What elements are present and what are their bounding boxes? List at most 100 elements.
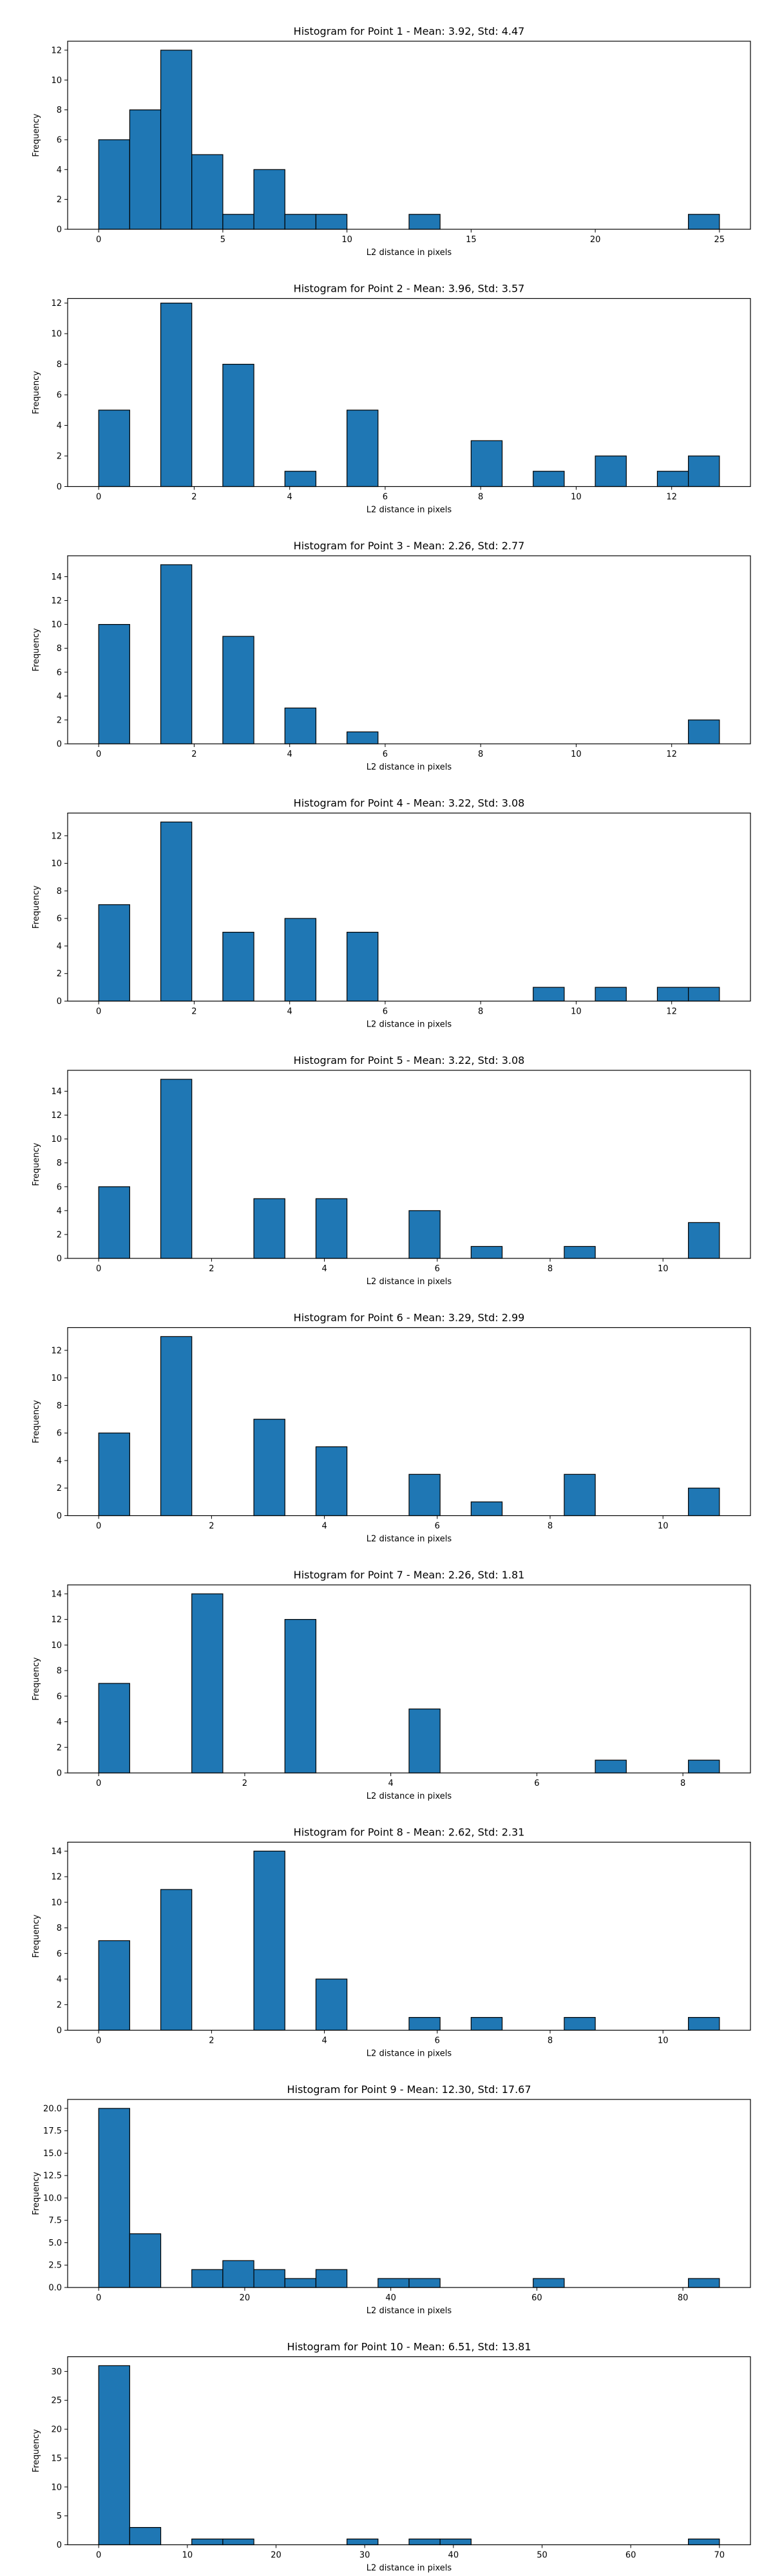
x-tick-label: 4 <box>321 1264 327 1274</box>
x-tick-label: 0 <box>96 1779 101 1788</box>
histogram-bar <box>688 455 720 488</box>
bars <box>98 1593 720 1774</box>
y-tick-label: 8 <box>57 1924 62 1933</box>
y-tick-label: 30 <box>51 2367 62 2377</box>
y-tick-label: 2 <box>57 1743 62 1753</box>
y-tick-label: 2 <box>57 2000 62 2010</box>
x-tick-label: 4 <box>321 2036 327 2046</box>
histogram-bar <box>688 1488 720 1517</box>
y-tick-label: 4 <box>57 166 62 175</box>
x-tick-label: 10 <box>571 493 582 502</box>
histogram-bar <box>408 1473 441 1517</box>
x-tick-label: 2 <box>191 1007 196 1017</box>
x-tick-label: 0 <box>96 235 101 245</box>
y-axis-label: Frequency <box>32 1915 41 1958</box>
x-tick-label: 2 <box>242 1779 247 1788</box>
x-tick-label: 0 <box>96 2293 101 2303</box>
y-tick-label: 6 <box>57 914 62 924</box>
histogram-bar <box>347 2538 379 2546</box>
histogram-bar <box>284 918 317 1002</box>
histogram-bar <box>222 636 254 744</box>
histogram-bar <box>222 2260 254 2288</box>
histogram-bar <box>284 2278 317 2288</box>
histogram-bar <box>564 1245 596 1259</box>
y-axis-label: Frequency <box>32 1657 41 1700</box>
y-tick-label: 8 <box>57 1667 62 1676</box>
histogram-bar <box>688 719 720 744</box>
histogram-bar <box>688 2538 720 2546</box>
histogram-bar <box>595 455 627 488</box>
histogram-bar <box>688 987 720 1002</box>
x-tick-label: 8 <box>478 493 483 502</box>
histogram-bar <box>160 821 193 1002</box>
histogram-bar <box>253 1850 285 2031</box>
x-tick-label: 2 <box>209 1264 214 1274</box>
y-tick-label: 8 <box>57 644 62 654</box>
x-tick-label: 12 <box>666 493 677 502</box>
bars <box>98 1850 720 2031</box>
histogram-bar <box>595 1759 627 1774</box>
y-tick-label: 12 <box>51 1615 62 1625</box>
x-tick-label: 0 <box>96 750 101 759</box>
y-tick-label: 14 <box>51 1847 62 1857</box>
y-tick-label: 8 <box>57 887 62 896</box>
plot-frame <box>67 1841 751 2031</box>
x-axis-label: L2 distance in pixels <box>367 2049 452 2059</box>
y-tick-label: 4 <box>57 1206 62 1216</box>
y-tick-label: 8 <box>57 1159 62 1168</box>
histogram-bar <box>98 2108 130 2288</box>
chart-title: Histogram for Point 6 - Mean: 3.29, Std:… <box>294 1312 525 1324</box>
x-tick-label: 20 <box>271 2551 282 2561</box>
x-tick-label: 2 <box>209 2036 214 2046</box>
y-tick-label: 10 <box>51 1135 62 1144</box>
y-axis-label: Frequency <box>32 371 41 414</box>
x-tick-label: 8 <box>548 1264 553 1274</box>
x-tick-label: 6 <box>534 1779 539 1788</box>
histogram-bar <box>98 410 130 488</box>
chart-title: Histogram for Point 2 - Mean: 3.96, Std:… <box>294 283 525 295</box>
y-axis-label: Frequency <box>32 886 41 929</box>
x-tick-label: 8 <box>548 1522 553 1531</box>
histogram-bar <box>347 410 379 488</box>
y-tick-label: 6 <box>57 668 62 677</box>
y-tick-label: 12 <box>51 1873 62 1882</box>
bars <box>98 564 720 744</box>
histogram-bar <box>129 2526 162 2546</box>
chart-title: Histogram for Point 5 - Mean: 3.22, Std:… <box>294 1054 525 1066</box>
x-tick-label: 25 <box>714 235 725 245</box>
histogram-bar <box>253 169 285 230</box>
x-axis-label: L2 distance in pixels <box>367 1792 452 1801</box>
bars <box>98 2108 720 2288</box>
histogram-bar <box>688 1222 720 1259</box>
x-tick-label: 0 <box>96 1522 101 1531</box>
x-tick-label: 0 <box>96 1007 101 1017</box>
histogram-bar <box>656 987 689 1002</box>
y-axis-label: Frequency <box>32 628 41 671</box>
plot-frame <box>67 812 751 1002</box>
y-tick-label: 15.0 <box>43 2149 62 2159</box>
histogram-bar <box>98 139 130 230</box>
histogram-bar <box>470 440 503 488</box>
histogram-bar <box>533 987 565 1002</box>
y-tick-label: 10.0 <box>43 2193 62 2203</box>
y-tick-label: 0 <box>57 2026 62 2036</box>
y-tick-label: 10 <box>51 1641 62 1651</box>
plot-frame <box>67 1070 751 1259</box>
histogram-bar <box>533 471 565 488</box>
histogram-panel-4: Histogram for Point 4 - Mean: 3.22, Std:… <box>32 797 751 1030</box>
bars <box>98 1336 720 1517</box>
histogram-bar <box>98 1940 130 2031</box>
histogram-panel-10: Histogram for Point 10 - Mean: 6.51, Std… <box>32 2341 751 2573</box>
histogram-bar <box>347 731 379 744</box>
y-tick-label: 20.0 <box>43 2104 62 2114</box>
y-tick-label: 2 <box>57 1230 62 1240</box>
x-tick-label: 6 <box>435 2036 440 2046</box>
x-tick-label: 80 <box>678 2293 689 2303</box>
y-tick-label: 8 <box>57 360 62 370</box>
x-tick-label: 10 <box>571 750 582 759</box>
x-tick-label: 0 <box>96 493 101 502</box>
x-axis-label: L2 distance in pixels <box>367 248 452 258</box>
histogram-bar <box>222 931 254 1002</box>
x-tick-label: 10 <box>341 235 352 245</box>
